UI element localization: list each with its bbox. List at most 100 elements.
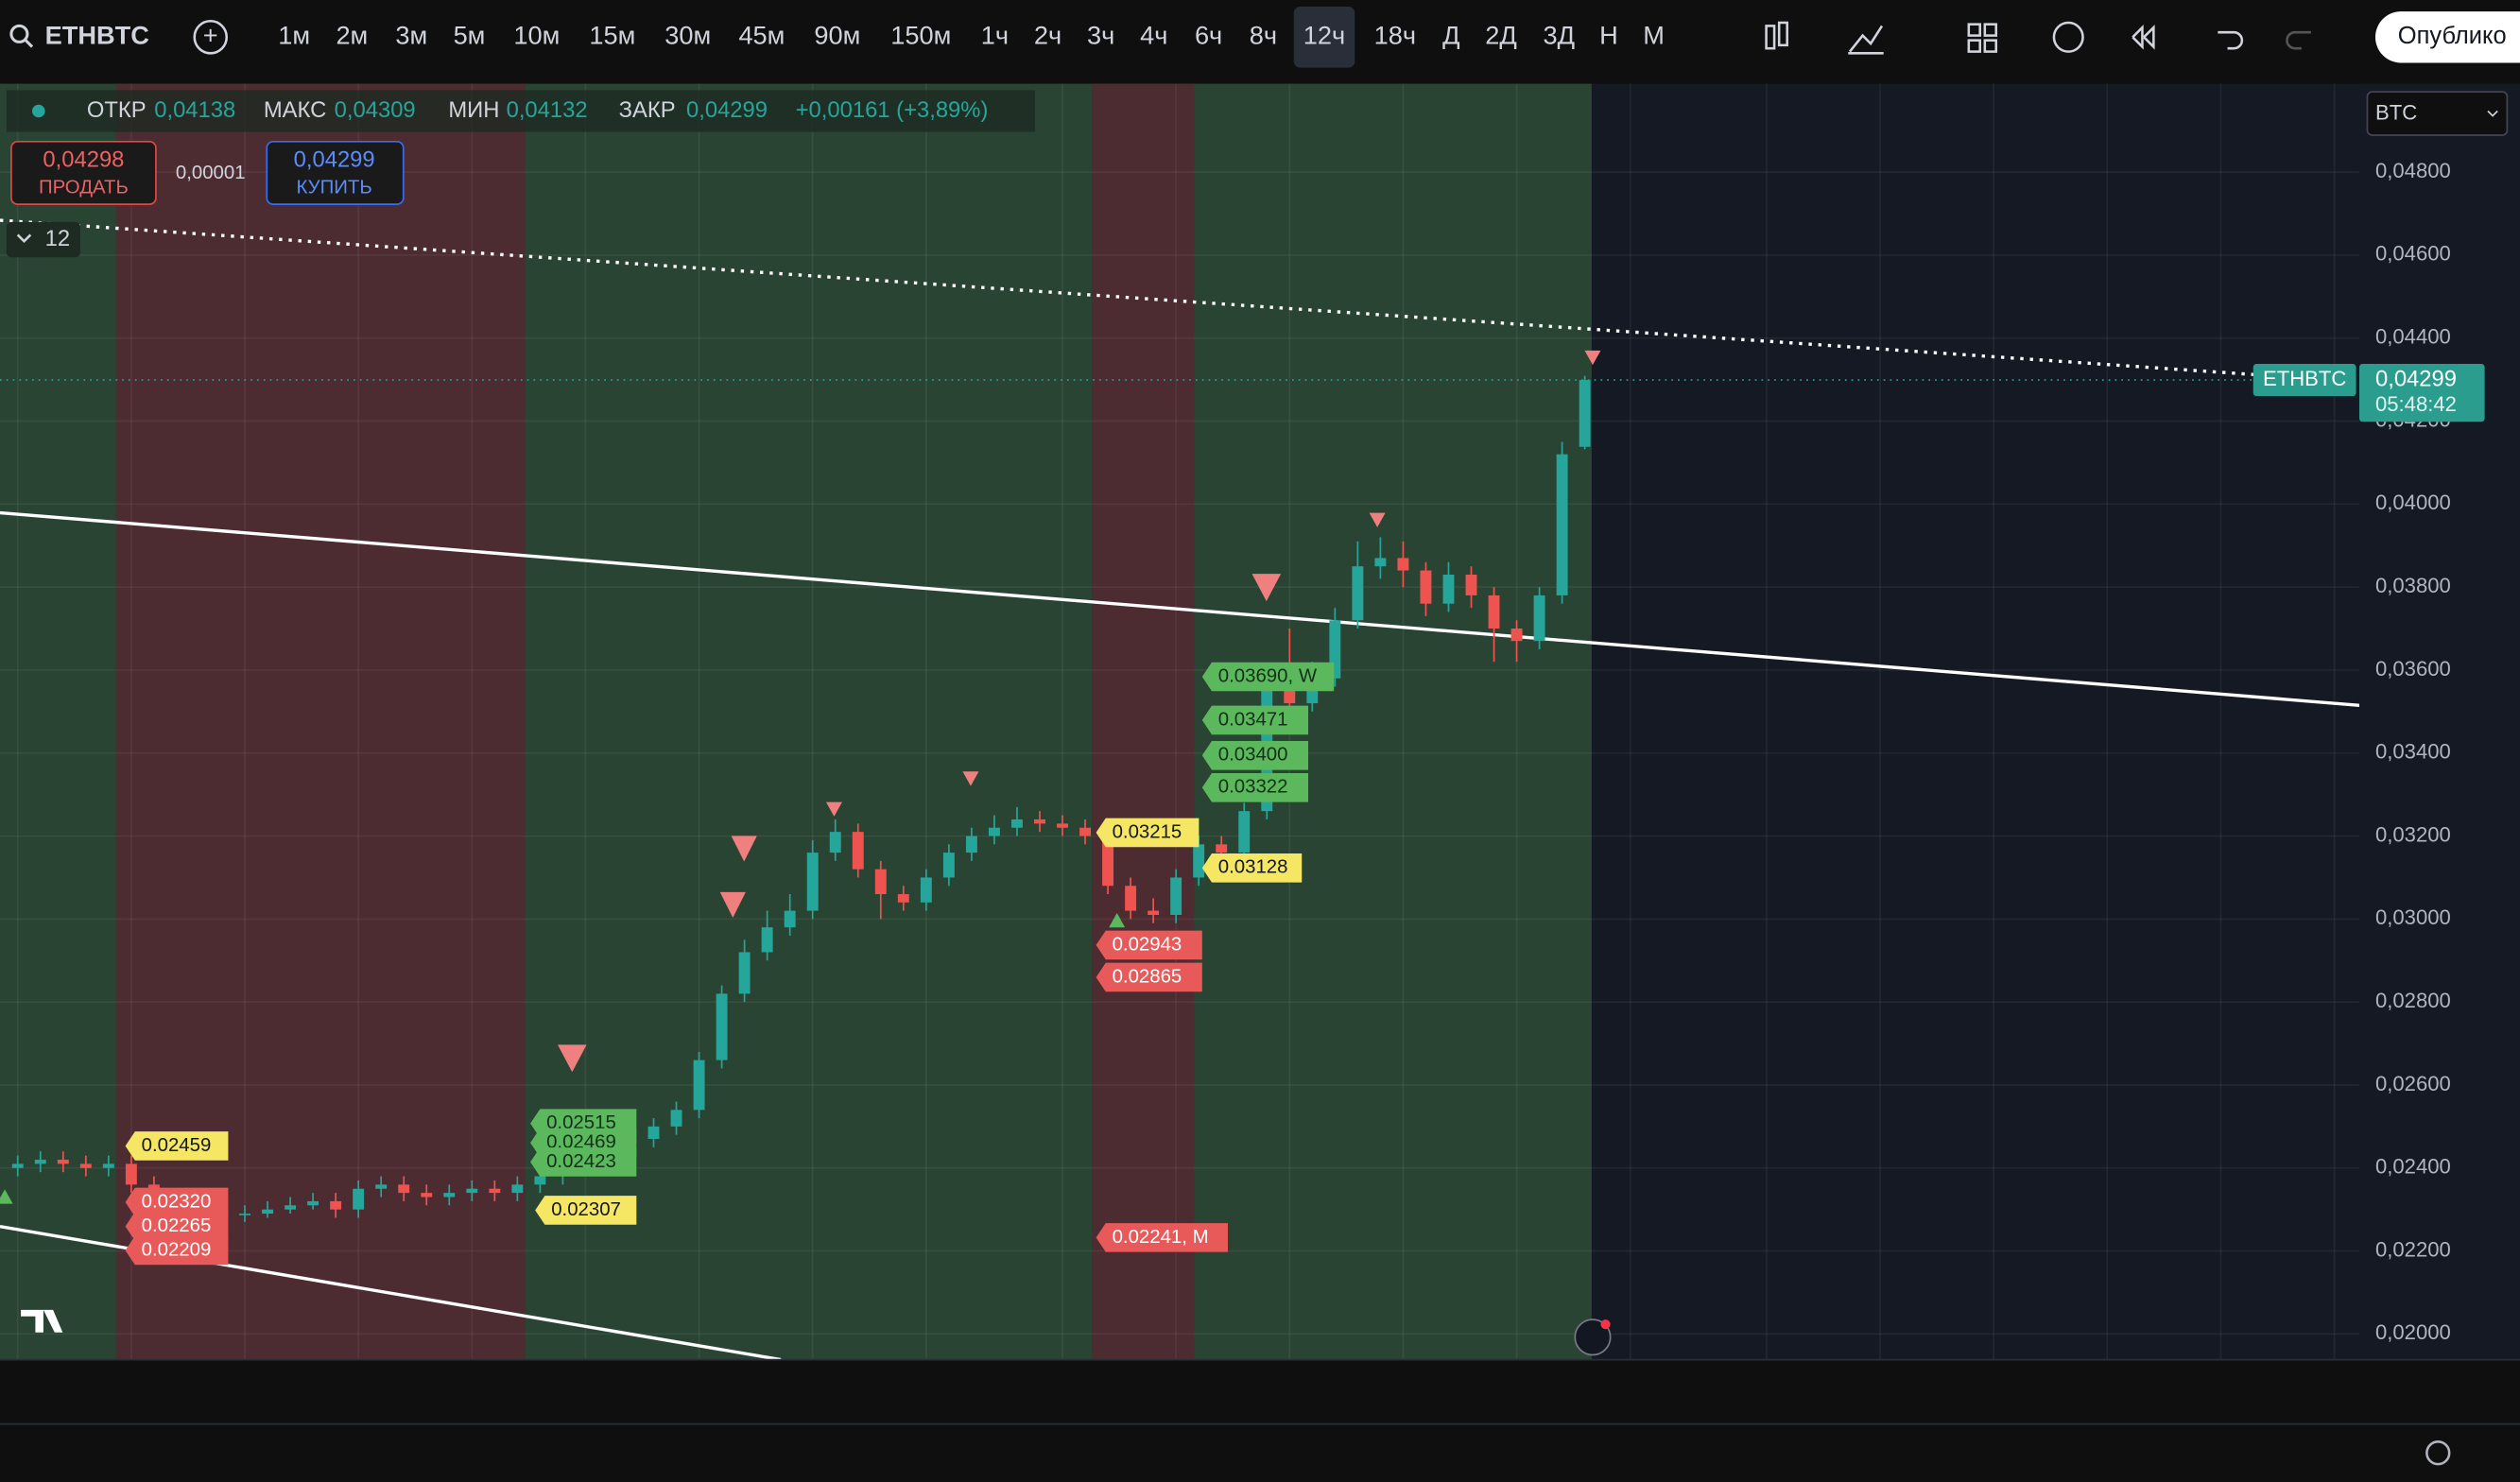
timeframe[interactable]: 45м [738, 20, 785, 49]
price-tag-label: 0.03128 [1218, 857, 1288, 878]
timeframe[interactable]: 8ч [1250, 20, 1277, 49]
candle-body [761, 927, 773, 953]
price-tag-label: 0.03215 [1113, 821, 1182, 842]
currency-select[interactable] [2366, 91, 2509, 136]
price-tag-label: 0.02423 [546, 1151, 616, 1172]
settings-icon[interactable] [2425, 1440, 2451, 1466]
candle-body [1533, 595, 1545, 642]
countdown: 05:48:42 [2375, 392, 2457, 416]
timeframe[interactable]: М [1643, 20, 1665, 49]
candle-body [738, 952, 751, 994]
timeframe[interactable]: 4ч [1140, 20, 1167, 49]
price-tag-label: 0.02307 [551, 1199, 621, 1220]
indicators-toggle[interactable] [6, 221, 81, 258]
candle-body [1488, 595, 1500, 629]
price-tag-label: 0.03690, W [1218, 665, 1318, 686]
candle-body [1420, 570, 1432, 604]
legend-label: МАКС [264, 97, 326, 123]
price-tag-label: 0.03471 [1218, 709, 1288, 730]
candle-body [466, 1188, 478, 1194]
buy-label[interactable]: КУПИТЬ [297, 178, 372, 198]
y-tick-label: 0,03200 [2375, 822, 2451, 846]
symbol[interactable]: ETHBTC [45, 20, 149, 49]
price-tag [1096, 1223, 1228, 1252]
spread: 0,00001 [176, 163, 246, 183]
price-tag-label: 0.02265 [142, 1215, 212, 1236]
add-symbol[interactable] [193, 20, 229, 55]
price-tag-label: 0.02241, M [1113, 1227, 1209, 1248]
sell-button[interactable] [10, 140, 157, 205]
candle-body [1010, 819, 1023, 828]
trend-line [0, 218, 2255, 377]
timeframe[interactable]: 15м [589, 20, 635, 49]
buy-price[interactable]: 0,04299 [294, 146, 375, 172]
candle-body [988, 827, 1000, 836]
currency[interactable]: BTC [2375, 101, 2417, 125]
timeframe[interactable]: 30м [665, 20, 711, 49]
timeframe[interactable]: 5м [454, 20, 486, 49]
candle-body [670, 1110, 682, 1127]
legend-value: 0,04138 [154, 97, 235, 123]
timeframe[interactable]: 18ч [1374, 20, 1416, 49]
candle-body [1397, 558, 1409, 571]
price-tag-label: 0.02515 [546, 1112, 616, 1133]
buy-button[interactable] [266, 140, 405, 205]
timeframe[interactable]: 3ч [1087, 20, 1114, 49]
publish-button[interactable] [2374, 11, 2520, 63]
timeframe[interactable]: 10м [513, 20, 560, 49]
timeframe[interactable]: 2м [336, 20, 368, 49]
candle-body [330, 1200, 342, 1210]
price-tag [1201, 853, 1303, 883]
candle-body [806, 853, 819, 911]
candle-body [1057, 823, 1068, 828]
candle-body [1579, 380, 1591, 447]
timeframe[interactable]: 1м [278, 20, 310, 49]
price-tag [1201, 705, 1309, 735]
sell-price[interactable]: 0,04298 [43, 146, 124, 172]
candle-body [79, 1163, 92, 1168]
price-tag [1096, 818, 1200, 848]
sell-label[interactable]: ПРОДАТЬ [39, 178, 129, 198]
toolbar-icons[interactable] [1765, 21, 2311, 55]
legend-label: ОТКР [87, 97, 147, 123]
timeframe[interactable]: 3Д [1543, 20, 1575, 49]
timeframe[interactable]: 3м [395, 20, 427, 49]
candle-body [443, 1193, 456, 1198]
y-tick-label: 0,04000 [2375, 491, 2451, 514]
timeframe[interactable]: Д [1442, 20, 1459, 49]
candle-body [1556, 454, 1568, 595]
price-tag [1201, 773, 1309, 802]
candle-body [11, 1163, 24, 1168]
price-tag-label: 0.02469 [546, 1131, 616, 1152]
candle-body [1510, 629, 1523, 642]
candle-body [102, 1163, 114, 1168]
candle-body [942, 853, 955, 878]
price-tag [125, 1235, 229, 1266]
legend-value: 0,04309 [335, 97, 416, 123]
price-tag [125, 1187, 229, 1217]
timeframe[interactable]: 1ч [981, 20, 1009, 49]
indicators-count[interactable]: 12 [45, 226, 70, 251]
candle-body [1193, 844, 1205, 878]
candle-body [353, 1188, 365, 1210]
timeframe[interactable]: 2Д [1485, 20, 1517, 49]
candle-body [57, 1159, 69, 1164]
toolbar [0, 0, 2520, 75]
timeframe[interactable]: 12ч [1303, 20, 1345, 49]
candle-body [716, 993, 728, 1060]
timeframe[interactable]: 150м [890, 20, 951, 49]
y-tick-label: 0,02800 [2375, 989, 2451, 1012]
candle-body [920, 877, 932, 903]
price-tag-label: 0.02943 [1113, 934, 1182, 955]
timeframe[interactable]: 90м [814, 20, 860, 49]
timeframe[interactable]: Н [1599, 20, 1618, 49]
candle-body [784, 910, 796, 928]
timeframe[interactable]: 6ч [1195, 20, 1222, 49]
publish-label[interactable]: Опублико [2398, 23, 2507, 49]
timeframe[interactable]: 2ч [1034, 20, 1062, 49]
svg-text:+: + [203, 20, 218, 49]
candle-body [1374, 558, 1387, 567]
legend-value: 0,04299 [686, 97, 768, 123]
replay-icon[interactable] [1574, 1318, 1612, 1356]
